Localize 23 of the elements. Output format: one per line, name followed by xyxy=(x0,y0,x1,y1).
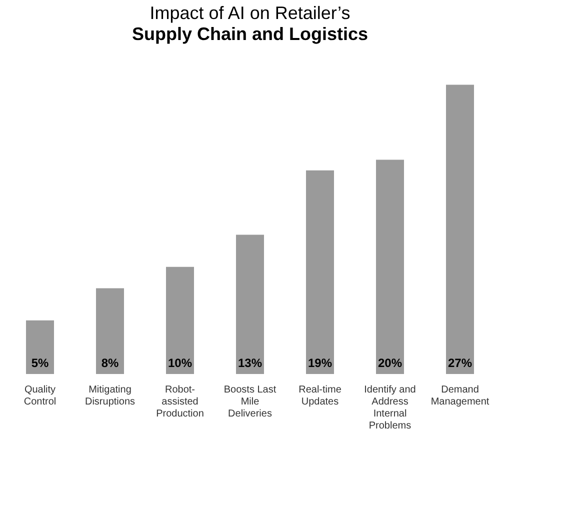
chart-subtitle: Supply Chain and Logistics xyxy=(132,24,368,44)
x-tick-label: Boosts Last Mile Deliveries xyxy=(224,384,276,420)
bar xyxy=(376,160,404,374)
x-tick-label: Identify and Address Internal Problems xyxy=(364,384,416,432)
x-tick-label: Real-time Updates xyxy=(298,384,342,408)
data-label: 13% xyxy=(238,356,262,370)
data-label: 10% xyxy=(168,356,192,370)
bar xyxy=(26,320,54,374)
chart-title: Impact of AI on Retailer’s xyxy=(150,3,350,23)
bar xyxy=(96,288,124,374)
bar xyxy=(306,170,334,374)
bar xyxy=(446,84,474,374)
x-tick-label: Mitigating Disruptions xyxy=(84,384,136,408)
data-label: 20% xyxy=(378,356,402,370)
x-tick-label: Demand Management xyxy=(430,384,490,408)
bar xyxy=(166,266,194,374)
x-tick-label: Robot-assisted Production xyxy=(156,384,204,420)
data-label: 27% xyxy=(448,356,472,370)
data-label: 5% xyxy=(31,356,49,370)
data-label: 8% xyxy=(101,356,119,370)
x-tick-label: Quality Control xyxy=(24,384,56,408)
data-label: 19% xyxy=(308,356,332,370)
bar xyxy=(236,234,264,374)
